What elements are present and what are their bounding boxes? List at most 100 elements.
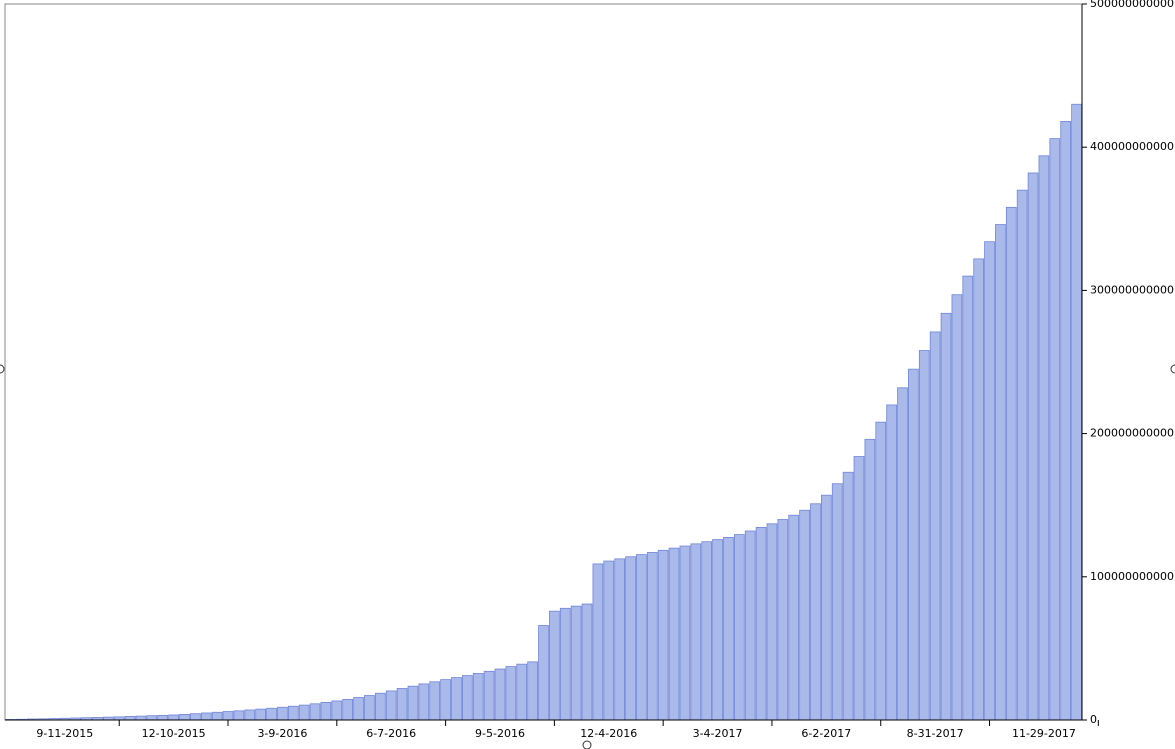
bar <box>766 523 778 721</box>
y-tick-label: 500000000000 <box>1090 0 1174 10</box>
bar <box>886 404 897 721</box>
bar <box>222 711 234 721</box>
bar <box>124 716 136 721</box>
bar <box>570 605 582 721</box>
bar <box>799 509 810 721</box>
bar <box>505 666 517 721</box>
bar <box>788 514 800 721</box>
bar <box>1027 172 1039 721</box>
bar <box>462 675 473 721</box>
bar <box>418 683 430 721</box>
bar <box>875 421 887 721</box>
x-tick-label: 11-29-2017 <box>1012 727 1076 740</box>
bar <box>897 387 908 721</box>
y-tick-label: 300000000000 <box>1090 283 1174 296</box>
bar <box>233 710 245 721</box>
bar <box>940 312 952 721</box>
bar <box>407 685 419 721</box>
resize-handle[interactable] <box>1170 364 1175 374</box>
bar <box>810 503 821 721</box>
y-tick-label: 100000000000 <box>1090 570 1174 583</box>
bar <box>603 560 615 721</box>
bar <box>353 697 364 721</box>
bar <box>298 704 310 721</box>
bar <box>211 711 223 721</box>
bar <box>821 494 832 721</box>
bar <box>995 224 1006 721</box>
bar <box>331 700 343 721</box>
bar <box>636 554 647 721</box>
bar <box>168 714 179 721</box>
x-tick-label: 3-4-2017 <box>693 727 743 740</box>
bar <box>853 456 865 721</box>
resize-handle[interactable] <box>0 364 5 374</box>
bar <box>342 698 354 721</box>
x-tick-label: 6-7-2016 <box>366 727 416 740</box>
x-tick-label: 9-11-2015 <box>36 727 93 740</box>
bar <box>472 673 484 721</box>
bar <box>842 471 854 721</box>
bar <box>679 545 691 721</box>
bar <box>309 703 321 721</box>
bar <box>385 690 397 721</box>
bar <box>1071 103 1082 721</box>
bar <box>929 331 941 721</box>
bar <box>266 707 277 721</box>
x-tick-label: 3-9-2016 <box>257 727 307 740</box>
y-tick-label: 400000000000 <box>1090 140 1174 153</box>
bar <box>592 563 604 721</box>
bar <box>287 705 299 721</box>
y-tick-label: 0 <box>1090 713 1097 726</box>
x-tick-label: 8-31-2017 <box>907 727 964 740</box>
bar <box>135 715 147 721</box>
bar <box>255 708 266 721</box>
resize-handle[interactable] <box>582 740 592 749</box>
bar <box>559 607 571 721</box>
bar <box>984 241 995 721</box>
bar <box>549 610 560 721</box>
bar <box>483 670 495 721</box>
bar <box>755 526 767 721</box>
bar <box>701 541 713 721</box>
bar <box>429 681 441 721</box>
bar <box>712 539 723 721</box>
bar <box>581 603 593 721</box>
bar <box>831 483 843 721</box>
bar <box>690 543 702 721</box>
bar <box>951 294 963 721</box>
bar <box>1049 138 1061 721</box>
bar <box>494 668 506 721</box>
bar <box>374 692 386 721</box>
bar <box>538 625 549 721</box>
bar <box>527 661 538 721</box>
bar <box>908 368 919 721</box>
bar <box>516 663 528 721</box>
bar <box>733 534 745 721</box>
bar <box>1005 206 1017 721</box>
bar <box>451 677 462 721</box>
bar <box>723 537 734 721</box>
bar <box>200 712 212 721</box>
bar <box>973 258 984 721</box>
bar <box>277 706 288 721</box>
bar <box>364 695 375 721</box>
bar <box>440 679 451 721</box>
bar <box>179 714 190 721</box>
bar <box>146 715 158 721</box>
x-tick-label: 12-10-2015 <box>142 727 206 740</box>
bar <box>625 556 636 721</box>
bar <box>744 530 756 721</box>
bar <box>1060 121 1072 721</box>
bar <box>657 549 669 721</box>
bar <box>1038 155 1050 721</box>
bar <box>190 713 201 721</box>
bar <box>864 438 876 721</box>
x-tick-label: 9-5-2016 <box>475 727 525 740</box>
bar <box>962 275 974 721</box>
bar <box>244 709 256 721</box>
bar <box>646 552 658 721</box>
bar <box>1016 189 1028 721</box>
bar <box>396 688 408 721</box>
bar <box>777 519 789 721</box>
